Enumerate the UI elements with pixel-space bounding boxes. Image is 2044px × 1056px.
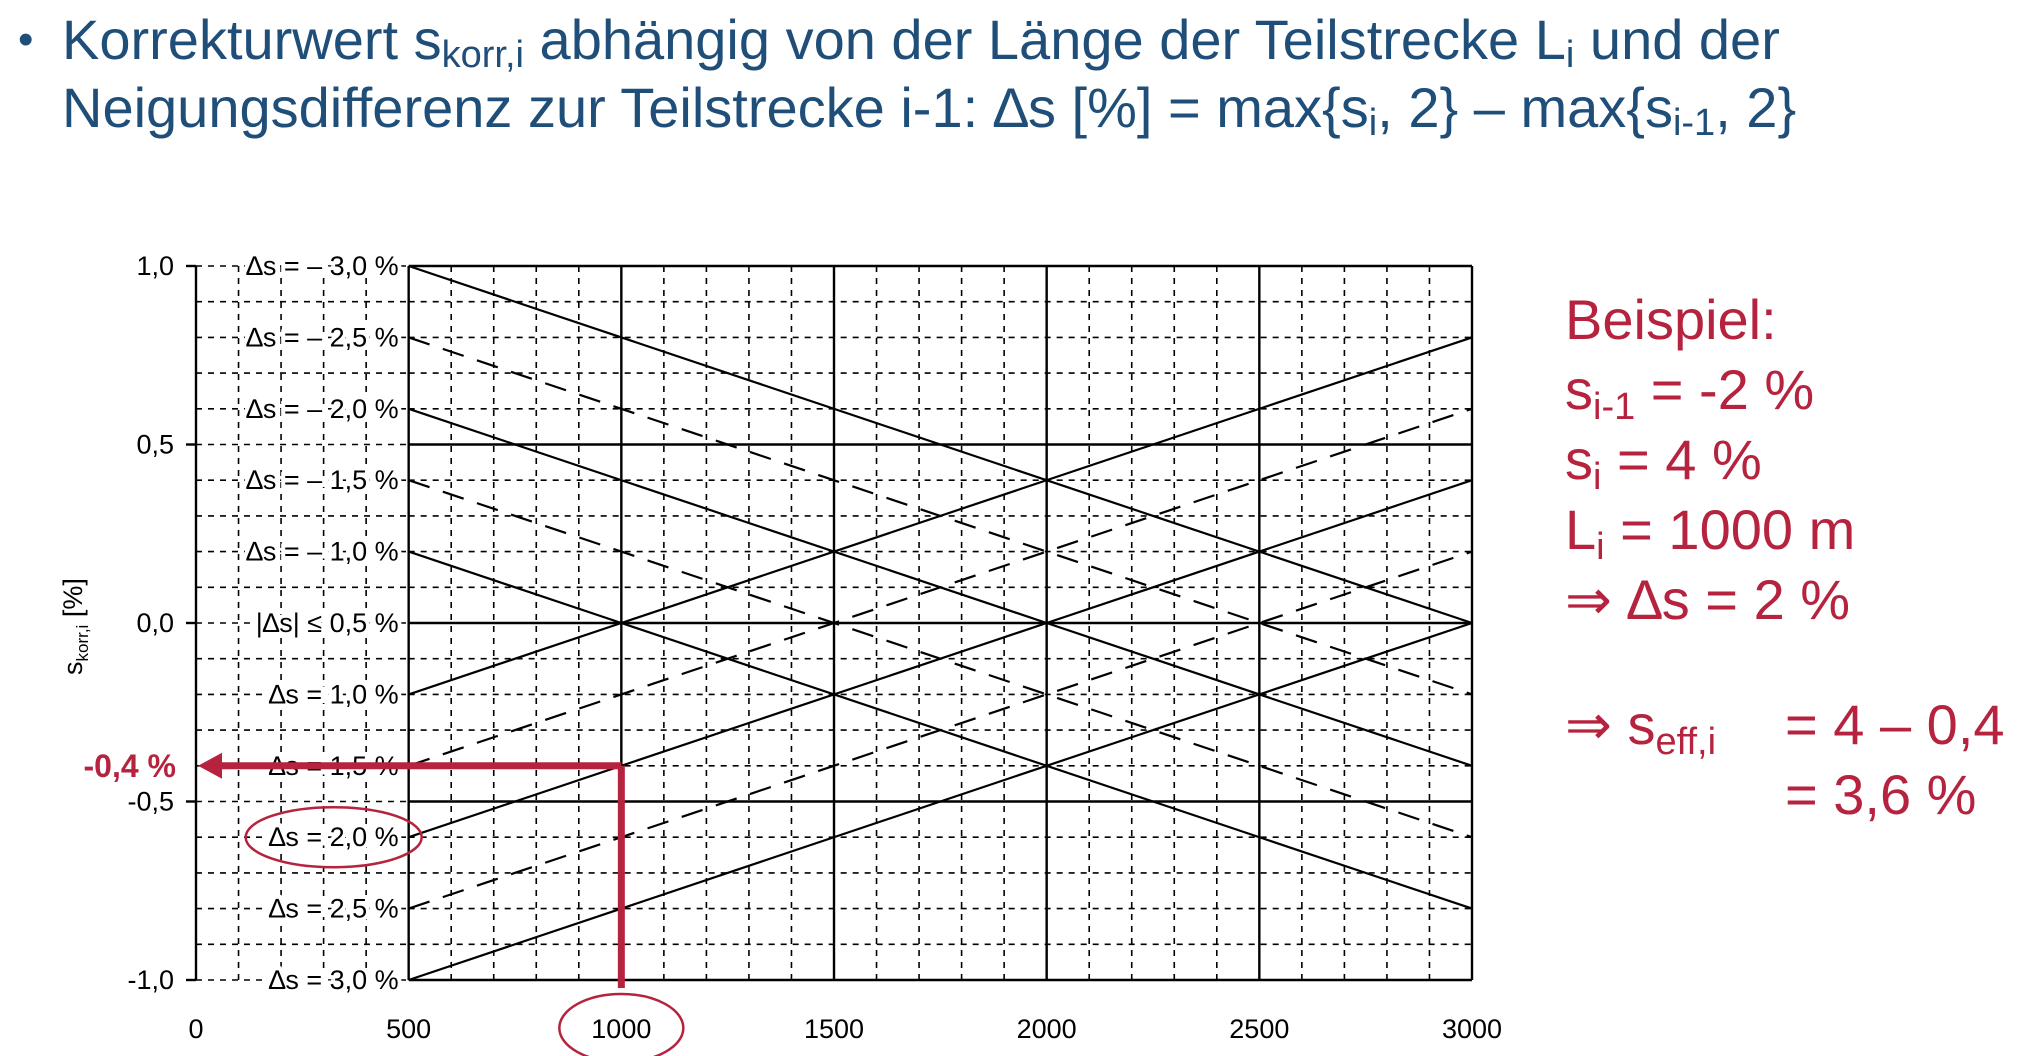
series-label: ∆s = 3,0 % [269, 965, 399, 995]
example-text: L [1565, 498, 1597, 561]
x-tick-label: 0 [188, 1014, 203, 1044]
example-seff-result: = 3,6 % [1785, 763, 1977, 826]
example-seff-equation: = 4 – 0,4 = 3,6 % [1785, 690, 2005, 830]
series-label: ∆s = – 1,5 % [246, 465, 398, 495]
highlight-ellipse [558, 992, 685, 1056]
heading-line-1: • Korrekturwert skorr,i abhängig von der… [18, 6, 2022, 76]
series-line [408, 407, 1473, 767]
heading-text: Korrekturwert s [62, 8, 442, 71]
example-delta: ⇒ ∆s = 2 % [1565, 568, 1851, 631]
example-text: s [1565, 428, 1593, 491]
series-label: ∆s = – 2,0 % [246, 394, 398, 424]
example-title: Beispiel: [1565, 288, 1777, 351]
highlight-ellipse [244, 805, 423, 869]
example-box: Beispiel: si-1 = -2 % si = 4 % Li = 1000… [1565, 285, 1855, 635]
example-seff: ⇒ seff,i [1565, 690, 1717, 763]
bullet-icon: • [18, 15, 34, 64]
series-line [408, 336, 1473, 696]
example-text: s [1565, 358, 1593, 421]
series-line [408, 621, 1473, 982]
series-label: ∆s = 1,0 % [269, 679, 399, 709]
correction-chart: 1,0 0,5 0,0 -0,5 -1,0 0 500 1000 1500 2000 2500 300… [58, 247, 1502, 1056]
y-tick-label: 1,0 [136, 251, 174, 281]
y-axis-title-unit: [%] [58, 578, 88, 625]
example-subscript: i [1596, 526, 1605, 568]
heading-text: Neigungsdifferenz zur Teilstrecke i-1: ∆… [62, 76, 1369, 139]
heading-subscript: i-1 [1672, 102, 1716, 144]
arrow-head-icon [198, 752, 222, 779]
heading-text: , 2} – max{s [1377, 76, 1673, 139]
series-line [408, 550, 1473, 910]
x-tick-label: 1000 [591, 1014, 651, 1044]
example-text: = 4 % [1601, 428, 1762, 491]
x-tick-label: 2000 [1017, 1014, 1077, 1044]
series-label: ∆s = – 2,5 % [246, 322, 398, 352]
example-s-i: si = 4 % [1565, 425, 1855, 498]
example-subscript: i-1 [1593, 386, 1636, 428]
heading-subscript: korr,i [441, 34, 524, 76]
y-axis-title-main: s [58, 662, 88, 676]
y-axis-title-sub: korr,i [73, 625, 92, 662]
x-tick-label: 2500 [1229, 1014, 1289, 1044]
series-line [408, 336, 1473, 696]
series-label: ∆s = – 1,0 % [246, 537, 398, 567]
series-label: ∆s = 2,0 % [269, 822, 399, 852]
y-tick-label: 0,5 [136, 430, 174, 460]
example-text: = -2 % [1635, 358, 1815, 421]
y-tick-label: 0,0 [136, 608, 174, 638]
series-label: ∆s = 2,5 % [269, 894, 399, 924]
heading-text: abhängig von der Länge der Teilstrecke L [524, 8, 1566, 71]
x-tick-label: 500 [386, 1014, 431, 1044]
heading-subscript: i [1565, 34, 1575, 76]
example-length: Li = 1000 m [1565, 495, 1856, 568]
example-seff-eq: = 4 – 0,4 [1785, 693, 2005, 756]
heading-text: und der [1574, 8, 1780, 71]
x-tick-label: 1500 [804, 1014, 864, 1044]
heading-text: , 2} [1715, 76, 1797, 139]
heading-line-2: Neigungsdifferenz zur Teilstrecke i-1: ∆… [22, 74, 2022, 142]
slide-heading: • Korrekturwert skorr,i abhängig von der… [18, 6, 2022, 142]
example-subscript: i [1593, 456, 1602, 498]
example-s-prev: si-1 = -2 % [1565, 355, 1855, 428]
y-tick-label: -1,0 [127, 965, 174, 995]
series-label: |∆s| ≤ 0,5 % [256, 608, 399, 638]
series-line [408, 264, 1473, 625]
example-result-label: -0,4 % [84, 748, 176, 784]
y-tick-label: -0,5 [127, 787, 174, 817]
example-text: = 1000 m [1604, 498, 1856, 561]
example-subscript: eff,i [1655, 721, 1717, 763]
y-axis-title: skorr,i [%] [58, 578, 92, 675]
heading-subscript: i [1368, 102, 1378, 144]
series-label: ∆s = – 3,0 % [246, 251, 398, 281]
example-text: ⇒ s [1565, 693, 1656, 756]
x-tick-label: 3000 [1442, 1014, 1502, 1044]
